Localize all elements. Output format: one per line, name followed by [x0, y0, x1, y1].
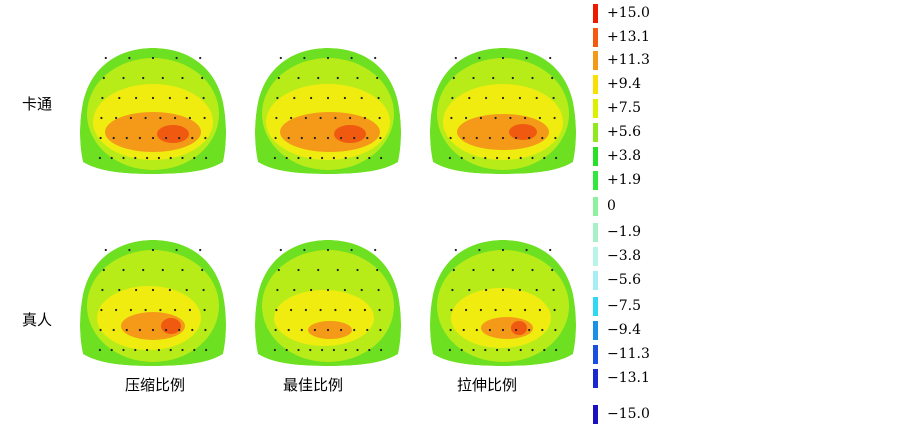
color-scale-item: −3.8: [593, 246, 641, 266]
color-scale-item: −13.1: [593, 368, 650, 388]
color-swatch: [593, 122, 598, 142]
color-scale-label: −7.5: [607, 298, 641, 314]
topomap-real-stretch: [427, 236, 579, 370]
color-scale-item: −9.4: [593, 320, 641, 340]
color-scale-item: +1.9: [593, 170, 641, 190]
color-scale-item: +11.3: [593, 50, 650, 70]
color-scale-item: −1.9: [593, 222, 641, 242]
color-swatch: [593, 404, 598, 424]
color-scale-item: −7.5: [593, 296, 641, 316]
color-scale-label: −15.0: [607, 406, 650, 422]
color-scale-label: +11.3: [607, 52, 650, 68]
color-scale-label: +15.0: [607, 5, 650, 21]
topomap-cartoon-best: [252, 44, 404, 178]
topomap-graphic: [80, 48, 226, 174]
color-swatch: [593, 196, 598, 216]
color-scale-label: +5.6: [607, 124, 641, 140]
color-swatch: [593, 74, 598, 94]
color-swatch: [593, 98, 598, 118]
color-scale-label: −11.3: [607, 346, 650, 362]
color-scale-legend: +15.0 +13.1 +11.3 +9.4 +7.5 +5.6 +3.8 +1.9 0 −1.9…: [593, 0, 713, 428]
topomap-graphic: [430, 48, 576, 174]
color-scale-item: −11.3: [593, 344, 650, 364]
topomap-real-best: [252, 236, 404, 370]
topomap-graphic: [430, 240, 576, 366]
color-swatch: [593, 3, 598, 23]
color-scale-item: +5.6: [593, 122, 641, 142]
topomap-cartoon-compress: [77, 44, 229, 178]
color-swatch: [593, 368, 598, 388]
color-scale-label: −1.9: [607, 224, 641, 240]
color-scale-label: −5.6: [607, 272, 641, 288]
color-scale-item: +13.1: [593, 27, 650, 47]
color-scale-label: +9.4: [607, 76, 641, 92]
color-scale-label: −13.1: [607, 370, 650, 386]
col-label-best: 最佳比例: [282, 376, 343, 394]
color-swatch: [593, 27, 598, 47]
topomap-cartoon-stretch: [427, 44, 579, 178]
color-scale-label: +7.5: [607, 100, 641, 116]
color-swatch: [593, 296, 598, 316]
color-scale-label: 0: [607, 198, 616, 214]
color-scale-item: +15.0: [593, 3, 650, 23]
topomap-real-compress: [77, 236, 229, 370]
color-swatch: [593, 246, 598, 266]
color-swatch: [593, 146, 598, 166]
color-scale-label: −9.4: [607, 322, 641, 338]
col-label-stretch: 拉伸比例: [456, 376, 517, 394]
color-scale-label: +3.8: [607, 148, 641, 164]
color-scale-label: +13.1: [607, 29, 650, 45]
topomap-graphic: [255, 48, 401, 174]
topomap-graphic: [80, 240, 226, 366]
color-swatch: [593, 222, 598, 242]
color-scale-item: +3.8: [593, 146, 641, 166]
row-label-real-person: 真人: [22, 311, 53, 329]
color-swatch: [593, 270, 598, 290]
color-scale-item: −5.6: [593, 270, 641, 290]
color-scale-label: +1.9: [607, 172, 641, 188]
color-scale-item: +7.5: [593, 98, 641, 118]
color-swatch: [593, 320, 598, 340]
color-scale-item: 0: [593, 196, 616, 216]
col-label-compress: 压缩比例: [124, 376, 185, 394]
color-swatch: [593, 344, 598, 364]
color-scale-item: +9.4: [593, 74, 641, 94]
color-scale-label: −3.8: [607, 248, 641, 264]
row-label-cartoon: 卡通: [22, 95, 53, 113]
topomap-graphic: [255, 240, 401, 366]
color-scale-item: −15.0: [593, 404, 650, 424]
color-swatch: [593, 170, 598, 190]
color-swatch: [593, 50, 598, 70]
